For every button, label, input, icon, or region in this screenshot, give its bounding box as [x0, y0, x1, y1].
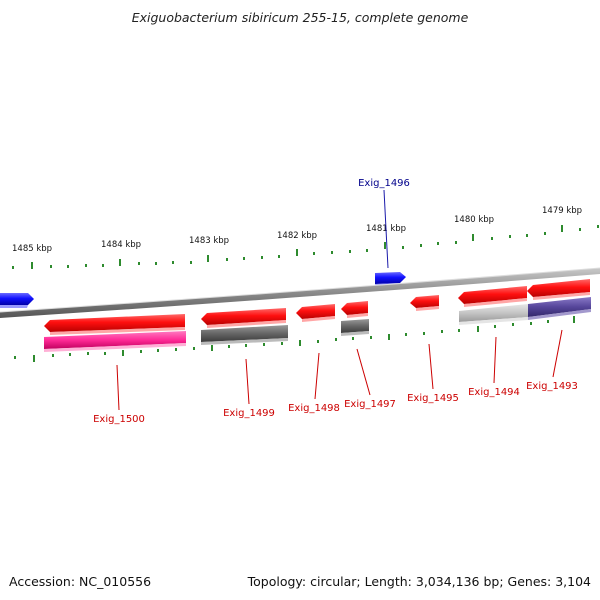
gene-exig-1493[interactable] — [527, 279, 590, 300]
leader-line — [116, 364, 120, 411]
scale-label: 1484 kbp — [101, 240, 141, 250]
feature-track — [44, 297, 591, 352]
lower-tick-track — [14, 316, 575, 362]
upper-tick-track — [12, 225, 599, 269]
scale-label: 1479 kbp — [542, 206, 582, 216]
gene-exig-1495[interactable] — [410, 295, 439, 311]
gene-label-exig-1494[interactable]: Exig_1494 — [468, 387, 520, 398]
leader-line — [245, 358, 250, 405]
gene-label-exig-1496[interactable]: Exig_1496 — [358, 178, 410, 189]
scale-label: 1480 kbp — [454, 215, 494, 225]
scale-label: 1483 kbp — [189, 236, 229, 246]
leader-line — [314, 352, 320, 400]
leader-line — [428, 343, 434, 390]
gene-exig-1497[interactable] — [341, 301, 368, 318]
gene-label-exig-1500[interactable]: Exig_1500 — [93, 414, 145, 425]
genome-title: Exiguobacterium sibiricum 255-15, comple… — [132, 10, 469, 25]
gene-left-edge[interactable] — [0, 293, 34, 308]
gene-label-exig-1498[interactable]: Exig_1498 — [288, 403, 340, 414]
feature-bar-purple[interactable] — [528, 297, 591, 320]
gene-exig-1498[interactable] — [296, 304, 335, 322]
scale-label: 1482 kbp — [277, 231, 317, 241]
gene-exig-1500[interactable] — [44, 314, 185, 335]
feature-bar-gray[interactable] — [201, 325, 288, 345]
scale-label: 1485 kbp — [12, 244, 52, 254]
leader-line — [383, 189, 389, 269]
leader-line — [493, 336, 497, 384]
scale-labels: 1485 kbp 1484 kbp 1483 kbp 1482 kbp 1481… — [12, 206, 582, 254]
feature-bar-gray-small[interactable] — [341, 319, 369, 336]
gene-label-exig-1495[interactable]: Exig_1495 — [407, 393, 459, 404]
genome-summary: Topology: circular; Length: 3,034,136 bp… — [247, 574, 591, 589]
reverse-gene-labels — [116, 329, 563, 411]
feature-bar-lightgray[interactable] — [459, 304, 528, 325]
gene-exig-1499[interactable] — [201, 308, 286, 328]
leader-line — [356, 348, 371, 396]
gene-label-exig-1497[interactable]: Exig_1497 — [344, 399, 396, 410]
gene-label-exig-1499[interactable]: Exig_1499 — [223, 408, 275, 419]
genome-backbone — [0, 267, 600, 318]
gene-exig-1494[interactable] — [458, 286, 527, 307]
accession-label: Accession: NC_010556 — [9, 574, 151, 589]
leader-line — [552, 329, 563, 378]
feature-bar-magenta[interactable] — [44, 331, 186, 352]
gene-label-exig-1493[interactable]: Exig_1493 — [526, 381, 578, 392]
